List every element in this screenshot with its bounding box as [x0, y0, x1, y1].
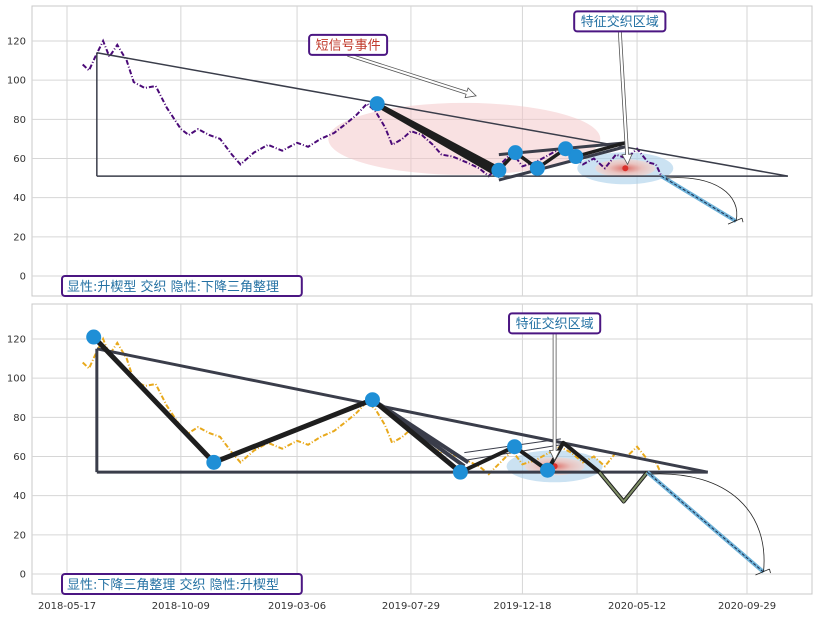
y-tick-label: 80: [13, 413, 26, 424]
y-tick-label: 100: [7, 76, 26, 87]
y-tick-label: 60: [13, 154, 26, 165]
callout-box: [573, 10, 667, 33]
pivot-marker: [540, 462, 556, 478]
y-tick-label: 40: [13, 193, 26, 204]
pivot-marker: [364, 392, 380, 408]
short-signal-zone: [328, 102, 601, 175]
y-tick-label: 40: [13, 491, 26, 502]
callout-label: 特征交织区域: [516, 316, 594, 332]
pivot-marker: [206, 454, 222, 470]
callout-box: [508, 312, 602, 335]
y-tick-label: 20: [13, 530, 26, 541]
pivot-marker: [507, 145, 523, 161]
plot-frame: [31, 303, 813, 595]
zigzag-tail: [598, 471, 649, 504]
projection-arc: [666, 177, 738, 222]
y-tick-label: 120: [7, 335, 26, 346]
x-tick-label: 2018-10-09: [152, 601, 210, 612]
pivot-marker: [529, 160, 545, 176]
triangle-upper-line: [96, 52, 788, 177]
x-tick-label: 2019-12-18: [493, 601, 551, 612]
callout-label: 短信号事件: [316, 38, 381, 53]
projection-arc: [649, 473, 765, 573]
wedge-lower-line: [498, 145, 626, 182]
pivot-marker: [452, 464, 468, 480]
x-tick-label: 2019-03-06: [268, 601, 326, 612]
y-tick-label: 60: [13, 452, 26, 463]
projection-target-mark: [727, 217, 744, 225]
pivot-marker: [568, 149, 584, 165]
y-tick-label: 20: [13, 232, 26, 243]
pattern-label: 显性:升楔型 交织 隐性:下降三角整理: [67, 279, 279, 295]
triangle-upper-line: [96, 347, 709, 474]
zigzag-main: [91, 335, 462, 475]
bottom-chart-panel: 0 20 40 60 80 100 120 2018-05-17 2018-10-09 2019-…: [7, 303, 813, 612]
y-tick-label: 80: [13, 115, 26, 126]
callout-arrow: [347, 52, 477, 99]
x-tick-label: 2020-09-29: [718, 601, 776, 612]
projection-line: [646, 471, 764, 573]
pivot-marker: [558, 141, 574, 157]
callout-arrow: [548, 332, 561, 462]
pivot-marker: [369, 96, 385, 112]
callout-box: [308, 33, 389, 56]
pattern-label-box: [61, 573, 303, 595]
callout-arrow: [617, 30, 633, 166]
pivot-marker: [507, 439, 523, 455]
projection-line: [661, 175, 737, 222]
y-tick-label: 0: [20, 272, 26, 283]
x-tick-label: 2019-07-29: [382, 601, 440, 612]
x-tick-label: 2018-05-17: [38, 601, 96, 612]
y-tick-label: 100: [7, 374, 26, 385]
callout-label: 特征交织区域: [581, 14, 659, 30]
pivot-marker: [86, 329, 102, 345]
y-tick-label: 0: [20, 570, 26, 581]
pattern-label-box: [61, 275, 303, 297]
pivot-marker: [491, 162, 507, 178]
pattern-label: 显性:下降三角整理 交织 隐性:升楔型: [67, 577, 279, 593]
x-tick-label: 2020-05-12: [608, 601, 666, 612]
projection-target-mark: [755, 568, 771, 576]
y-tick-label: 120: [7, 37, 26, 48]
cross-zone-center: [622, 165, 629, 172]
